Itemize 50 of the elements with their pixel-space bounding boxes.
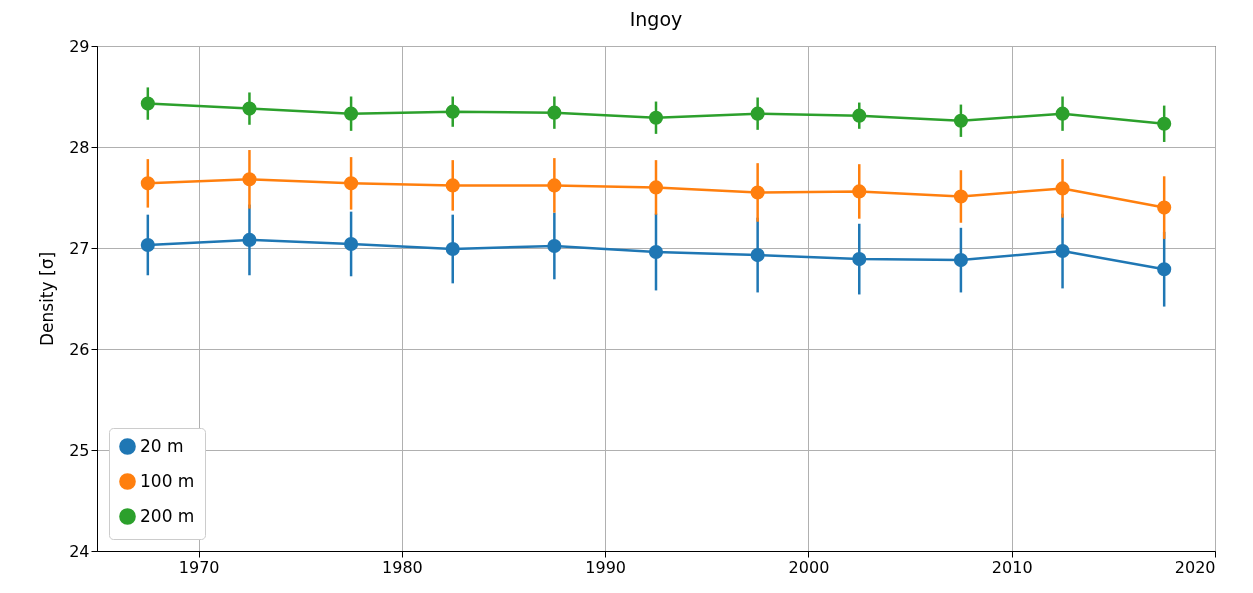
point	[445, 241, 460, 257]
point	[953, 189, 968, 204]
legend-label: 200 m	[140, 505, 195, 526]
point	[140, 96, 155, 111]
point	[750, 185, 765, 200]
x-tick-label: 1990	[585, 557, 627, 577]
point	[344, 176, 359, 191]
point	[140, 237, 155, 253]
x-tick-label: 1970	[178, 557, 220, 577]
chart-title: Ingoy	[629, 8, 683, 30]
point	[953, 113, 968, 128]
y-tick-label: 26	[69, 339, 90, 359]
x-tick-label: 2010	[991, 557, 1033, 577]
point	[547, 178, 562, 193]
y-tick-label: 28	[69, 137, 90, 157]
point	[1055, 243, 1070, 259]
point	[852, 184, 867, 199]
y-axis-title: Density [σ]	[37, 251, 58, 347]
x-tick-label: 1980	[382, 557, 423, 577]
point	[445, 104, 460, 119]
y-tick-label: 24	[69, 541, 90, 561]
point	[445, 178, 460, 193]
y-tick-label: 27	[69, 238, 90, 258]
point	[1157, 116, 1172, 131]
point	[750, 248, 765, 263]
point	[242, 172, 257, 187]
legend-label: 100 m	[140, 470, 195, 491]
y-tick-label: 25	[69, 440, 90, 460]
point	[242, 101, 257, 116]
x-tick-label: 2020	[1174, 557, 1216, 577]
point	[648, 244, 664, 260]
y-tick-label: 29	[69, 36, 90, 56]
x-tick-label: 2000	[788, 557, 830, 577]
point	[852, 252, 867, 267]
point	[242, 232, 257, 247]
point	[852, 108, 867, 123]
point	[648, 180, 664, 195]
point	[1157, 200, 1172, 215]
point	[1055, 181, 1070, 196]
legend-label: 20 m	[140, 435, 184, 456]
point	[648, 110, 664, 125]
point	[953, 253, 968, 268]
point	[547, 105, 562, 120]
point	[750, 106, 765, 121]
point	[344, 236, 359, 252]
point	[140, 176, 155, 191]
point	[1157, 262, 1172, 277]
point	[547, 238, 562, 254]
point	[1055, 106, 1070, 121]
point	[344, 106, 359, 121]
